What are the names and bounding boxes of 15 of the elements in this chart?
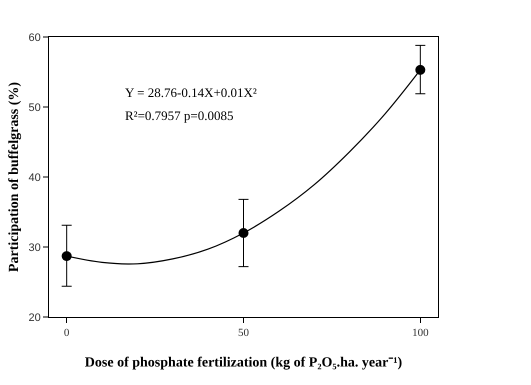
- y-tick-label: 40: [28, 172, 41, 184]
- x-axis-title: Dose of phosphate fertilization (kg of P₂O₅.ha. year⁻¹): [84, 356, 403, 370]
- y-tick-label: 60: [28, 32, 41, 44]
- annotation: R²=0.7957 p=0.0085: [125, 108, 234, 123]
- y-tick-label: 20: [28, 312, 41, 324]
- point: [238, 228, 248, 238]
- x-tick-label: 50: [238, 327, 250, 340]
- y-tick-label: 50: [28, 102, 41, 114]
- x-tick-label: 0: [64, 327, 70, 340]
- y-tick-label: 30: [28, 242, 41, 254]
- point: [415, 64, 426, 75]
- annotation: Y = 28.76-0.14X+0.01X²: [125, 85, 257, 100]
- y-axis-title: Participation of buffelgrass (%): [7, 82, 22, 272]
- x-tick-label: 100: [412, 327, 430, 340]
- point: [62, 251, 72, 262]
